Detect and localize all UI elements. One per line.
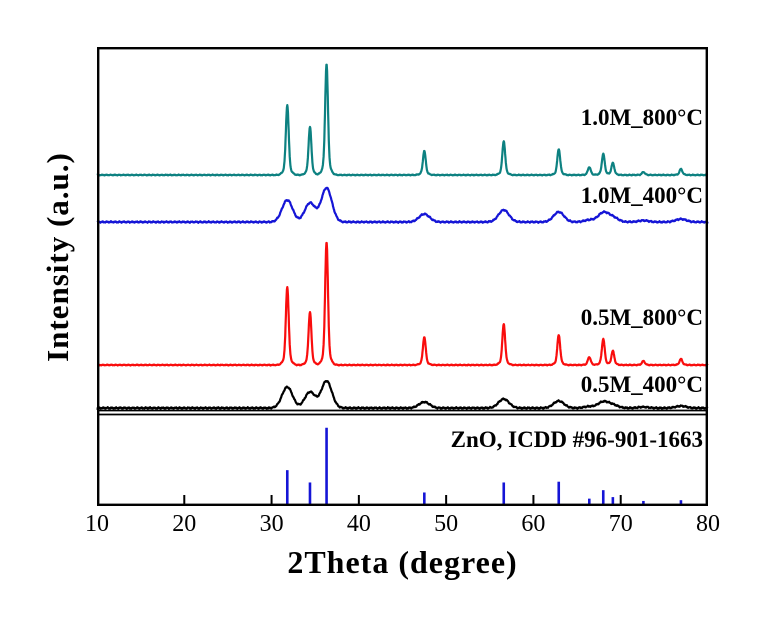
- trace-0-5m-400-c: [96, 380, 709, 410]
- y-axis-label: Intensity (a.u.): [40, 152, 75, 362]
- x-tick-label: 50: [434, 511, 459, 537]
- x-tick-label: 70: [608, 511, 633, 537]
- series-label-05m-800c: 0.5M_800°C: [580, 305, 703, 330]
- series-label-10m-400c: 1.0M_400°C: [580, 183, 703, 208]
- reference-label-zno-icdd: ZnO, ICDD #96-901-1663: [450, 427, 703, 452]
- x-axis-ticks: [183, 495, 622, 505]
- x-tick-label: 40: [346, 511, 371, 537]
- trace-0-5m-800-c: [96, 241, 709, 367]
- plot-frame: [96, 47, 708, 507]
- x-tick-label: 60: [521, 511, 546, 537]
- reference-stick-pattern: [285, 427, 683, 505]
- x-tick-label: 30: [259, 511, 284, 537]
- trace-1-0m-800-c: [96, 63, 709, 177]
- x-tick-label: 10: [85, 511, 109, 537]
- x-tick-label: 80: [696, 511, 720, 537]
- series-label-10m-800c: 1.0M_800°C: [580, 105, 703, 130]
- x-axis-label: 2Theta (degree): [287, 544, 518, 580]
- trace-1-0m-400-c: [96, 186, 709, 224]
- series-label-05m-400c: 0.5M_400°C: [580, 372, 703, 397]
- x-tick-label: 20: [172, 511, 197, 537]
